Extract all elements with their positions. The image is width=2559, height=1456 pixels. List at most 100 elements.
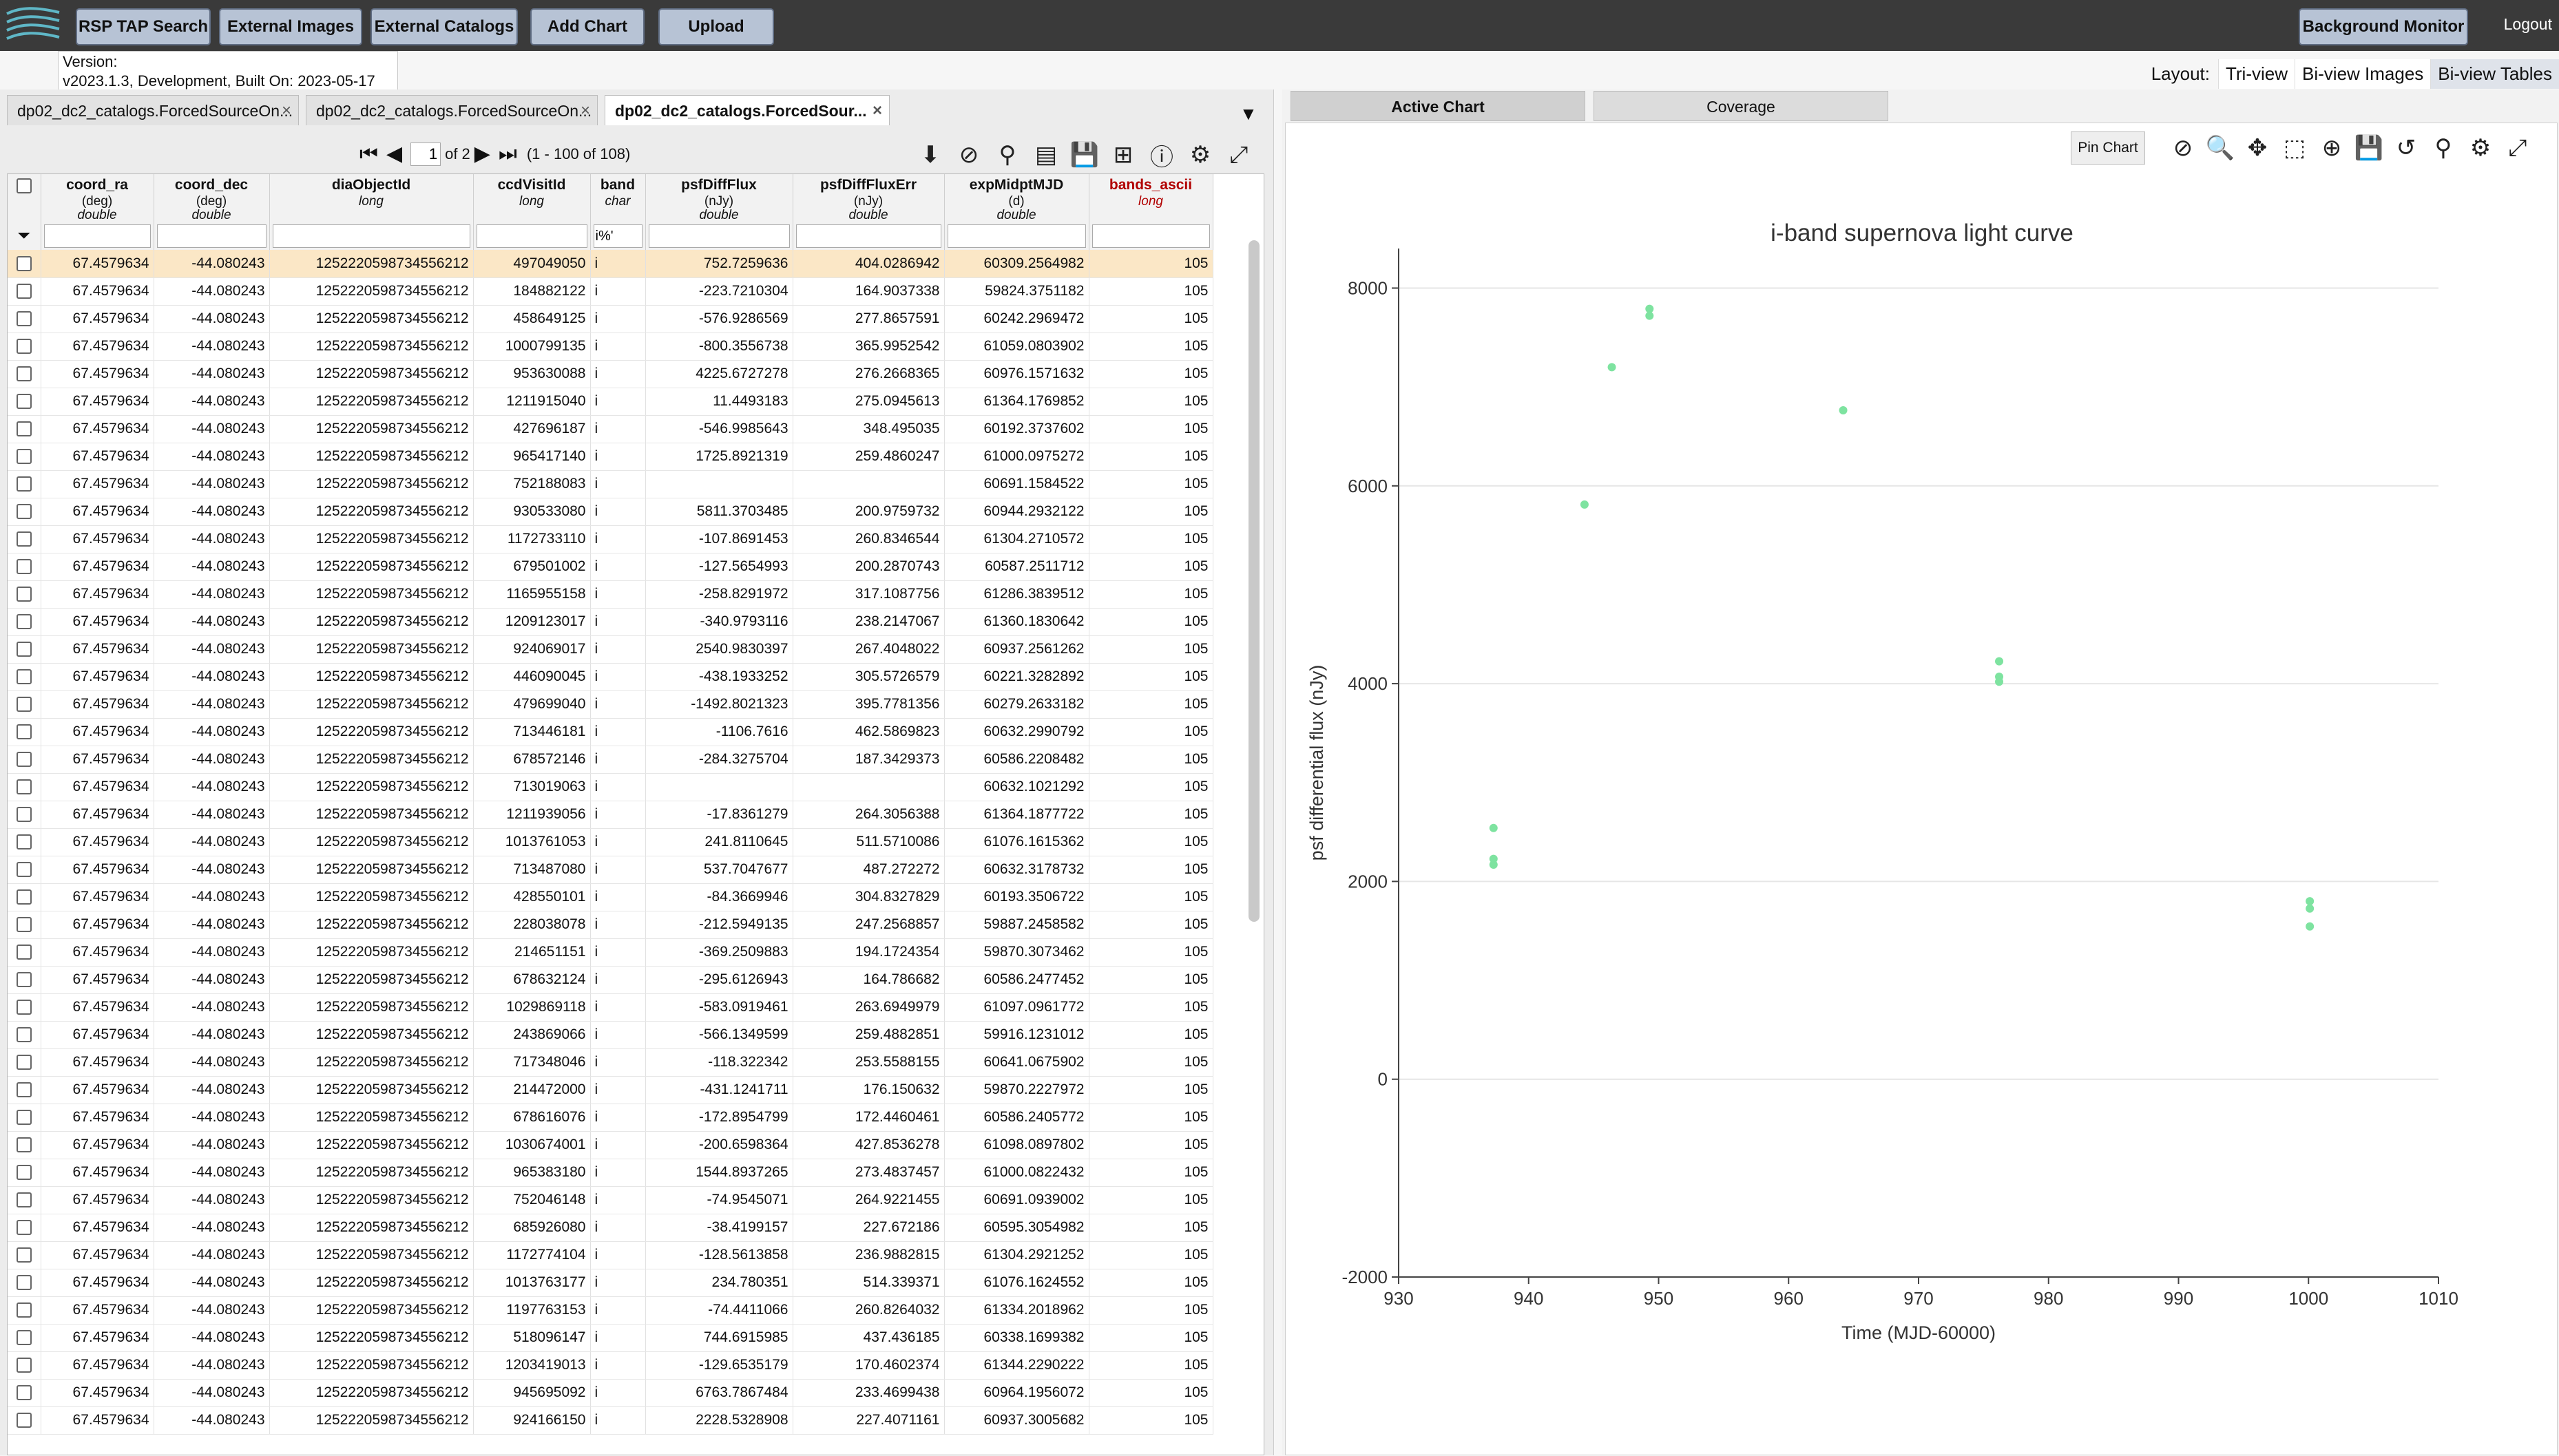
table-row[interactable]: 67.4579634 -44.080243 1252220598734556212 4… (8, 663, 1213, 691)
pin-chart-button[interactable]: Pin Chart (2071, 131, 2145, 165)
table-row[interactable]: 67.4579634 -44.080243 1252220598734556212 1… (8, 993, 1213, 1022)
row-checkbox[interactable] (16, 807, 32, 823)
row-checkbox[interactable] (16, 587, 32, 602)
row-checkbox[interactable] (16, 1192, 32, 1208)
expand-icon[interactable]: ⤢ (2508, 134, 2527, 161)
table-row[interactable]: 67.4579634 -44.080243 1252220598734556212 7… (8, 470, 1213, 498)
col-header[interactable]: coord_dec (deg) double (154, 174, 270, 222)
row-checkbox[interactable] (16, 1082, 32, 1098)
prev-page-icon[interactable]: ◀ (386, 143, 403, 165)
rsp-tap-search-button[interactable]: RSP TAP Search (76, 8, 211, 45)
table-row[interactable]: 67.4579634 -44.080243 1252220598734556212 4… (8, 250, 1213, 278)
row-checkbox[interactable] (16, 1247, 32, 1263)
layout-bi-view-tables[interactable]: Bi-view Tables (2430, 59, 2559, 89)
select-box-icon[interactable]: ⬚ (2283, 135, 2306, 161)
table-row[interactable]: 67.4579634 -44.080243 1252220598734556212 6… (8, 553, 1213, 581)
row-checkbox[interactable] (16, 421, 32, 437)
table-row[interactable]: 67.4579634 -44.080243 1252220598734556212 1… (8, 580, 1213, 609)
table-row[interactable]: 67.4579634 -44.080243 1252220598734556212 4… (8, 883, 1213, 911)
table-row[interactable]: 67.4579634 -44.080243 1252220598734556212 1… (8, 1351, 1213, 1380)
data-point[interactable] (1607, 363, 1616, 372)
data-point[interactable] (2306, 922, 2315, 931)
external-images-button[interactable]: External Images (219, 8, 362, 45)
row-checkbox[interactable] (16, 366, 32, 382)
close-icon[interactable]: × (580, 101, 590, 120)
table-row[interactable]: 67.4579634 -44.080243 1252220598734556212 6… (8, 746, 1213, 774)
tab-coverage[interactable]: Coverage (1594, 91, 1888, 121)
text-view-icon[interactable]: ▤ (1034, 142, 1058, 168)
row-checkbox[interactable] (16, 972, 32, 988)
data-point[interactable] (1580, 500, 1589, 509)
row-checkbox[interactable] (16, 339, 32, 355)
table-row[interactable]: 67.4579634 -44.080243 1252220598734556212 9… (8, 1159, 1213, 1187)
filter-input[interactable] (947, 224, 1086, 248)
data-point[interactable] (1489, 823, 1498, 832)
data-point[interactable] (1995, 657, 2004, 666)
next-page-icon[interactable]: ▶ (474, 143, 490, 165)
col-header[interactable]: band char (590, 174, 646, 222)
filter-input[interactable] (795, 224, 941, 248)
settings-icon[interactable]: ⚙ (1189, 142, 1211, 168)
close-icon[interactable]: × (281, 101, 291, 120)
row-checkbox[interactable] (16, 642, 32, 657)
table-row[interactable]: 67.4579634 -44.080243 1252220598734556212 2… (8, 938, 1213, 967)
row-checkbox[interactable] (16, 945, 32, 960)
filter-input[interactable] (648, 224, 790, 248)
table-row[interactable]: 67.4579634 -44.080243 1252220598734556212 1… (8, 828, 1213, 856)
row-checkbox[interactable] (16, 862, 32, 878)
row-checkbox[interactable] (16, 504, 32, 520)
table-row[interactable]: 67.4579634 -44.080243 1252220598734556212 1… (8, 333, 1213, 361)
table-row[interactable]: 67.4579634 -44.080243 1252220598734556212 4… (8, 305, 1213, 333)
row-checkbox[interactable] (16, 1385, 32, 1401)
restore-icon[interactable]: ↺ (2396, 135, 2416, 161)
external-catalogs-button[interactable]: External Catalogs (370, 8, 518, 45)
layout-bi-view-images[interactable]: Bi-view Images (2295, 59, 2431, 89)
row-checkbox[interactable] (16, 476, 32, 492)
last-page-icon[interactable]: ⏭ (498, 142, 517, 165)
filter-input[interactable] (1092, 224, 1210, 248)
table-row[interactable]: 67.4579634 -44.080243 1252220598734556212 1… (8, 1269, 1213, 1297)
row-checkbox[interactable] (16, 889, 32, 905)
data-point[interactable] (1995, 677, 2004, 686)
pan-icon[interactable]: ✥ (2247, 135, 2268, 161)
row-checkbox[interactable] (16, 697, 32, 713)
row-checkbox[interactable] (16, 834, 32, 850)
row-checkbox[interactable] (16, 1358, 32, 1373)
table-row[interactable]: 67.4579634 -44.080243 1252220598734556212 7… (8, 773, 1213, 801)
table-row[interactable]: 67.4579634 -44.080243 1252220598734556212 1… (8, 801, 1213, 829)
table-row[interactable]: 67.4579634 -44.080243 1252220598734556212 4… (8, 690, 1213, 719)
row-checkbox[interactable] (16, 1027, 32, 1043)
row-checkbox[interactable] (16, 284, 32, 299)
col-header[interactable]: coord_ra (deg) double (41, 174, 154, 222)
row-checkbox[interactable] (16, 1137, 32, 1153)
data-point[interactable] (1645, 311, 1654, 320)
table-row[interactable]: 67.4579634 -44.080243 1252220598734556212 9… (8, 1379, 1213, 1407)
row-checkbox[interactable] (16, 752, 32, 768)
table-row[interactable]: 67.4579634 -44.080243 1252220598734556212 4… (8, 415, 1213, 443)
row-checkbox[interactable] (16, 1275, 32, 1291)
save-icon[interactable]: 💾 (1069, 142, 1100, 168)
row-checkbox[interactable] (16, 449, 32, 465)
info-icon[interactable]: ⓘ (1150, 144, 1173, 171)
data-point[interactable] (2306, 904, 2315, 913)
row-checkbox[interactable] (16, 1055, 32, 1070)
upload-button[interactable]: Upload (658, 8, 774, 45)
clear-filter-icon[interactable]: ⊘ (959, 142, 979, 168)
table-row[interactable]: 67.4579634 -44.080243 1252220598734556212 1… (8, 277, 1213, 306)
row-checkbox[interactable] (16, 1110, 32, 1126)
row-checkbox[interactable] (16, 669, 32, 685)
first-page-icon[interactable]: ⏮ (359, 142, 378, 165)
clear-selection-icon[interactable]: ⊘ (2173, 135, 2193, 161)
add-column-icon[interactable]: ⊞ (1113, 142, 1134, 168)
data-point[interactable] (2306, 897, 2315, 906)
row-checkbox[interactable] (16, 1000, 32, 1015)
tab-active-chart[interactable]: Active Chart (1291, 91, 1585, 121)
table-row[interactable]: 67.4579634 -44.080243 1252220598734556212 2… (8, 1076, 1213, 1104)
table-row[interactable]: 67.4579634 -44.080243 1252220598734556212 1… (8, 1296, 1213, 1325)
settings-icon[interactable]: ⚙ (2469, 135, 2492, 161)
table-row[interactable]: 67.4579634 -44.080243 1252220598734556212 6… (8, 1214, 1213, 1242)
filter-icon[interactable]: ⚲ (2434, 135, 2452, 161)
table-tab-2[interactable]: dp02_dc2_catalogs.ForcedSourceOn... × (306, 95, 598, 125)
row-checkbox[interactable] (16, 614, 32, 630)
data-point[interactable] (1839, 406, 1848, 415)
